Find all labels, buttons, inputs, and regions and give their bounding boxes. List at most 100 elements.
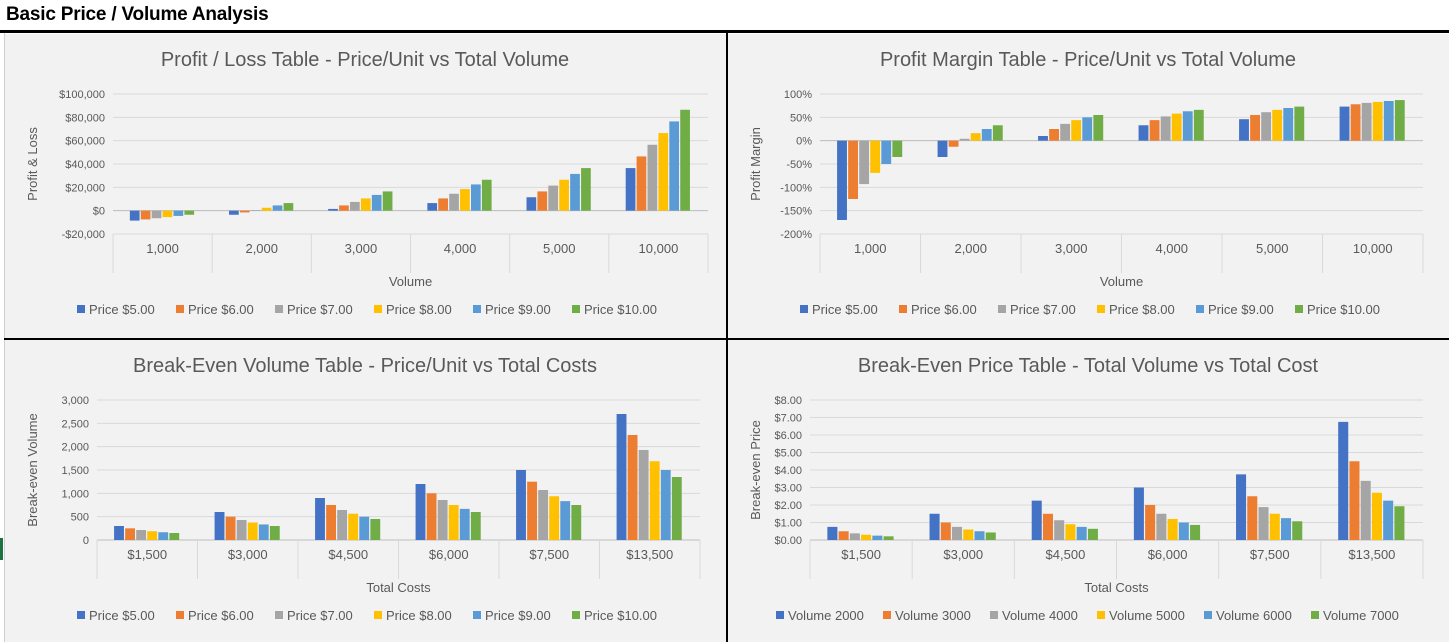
y-tick-label: -50%	[786, 159, 812, 171]
chart-profit-loss[interactable]: Profit / Loss Table - Price/Unit vs Tota…	[5, 34, 726, 338]
x-tick-label: 10,000	[1353, 241, 1393, 256]
legend-label: Price $5.00	[812, 302, 878, 317]
bar-3-4	[559, 179, 569, 211]
legend-label: Volume 5000	[1109, 608, 1185, 623]
y-tick-label: 2,500	[61, 418, 89, 430]
bar-0-1	[214, 512, 225, 540]
bar-1-2	[339, 205, 349, 211]
bar-1-4	[1247, 496, 1258, 540]
bar-5-5	[1394, 100, 1405, 141]
bar-4-1	[258, 524, 269, 540]
bar-4-0	[158, 532, 169, 540]
bar-4-1	[272, 205, 283, 211]
vertical-divider	[726, 33, 728, 642]
legend-swatch	[275, 305, 283, 313]
bar-1-0	[848, 140, 858, 199]
bar-1-1	[239, 210, 250, 213]
bar-4-5	[669, 121, 680, 211]
page-title: Basic Price / Volume Analysis	[6, 4, 269, 25]
bar-4-2	[359, 516, 370, 540]
bar-2-5	[647, 144, 658, 211]
x-tick-label: 1,000	[146, 241, 179, 256]
x-tick-label: $1,500	[127, 547, 167, 562]
x-tick-label: 3,000	[1055, 241, 1088, 256]
legend-swatch	[800, 305, 808, 313]
bar-3-3	[1167, 519, 1178, 540]
x-tick-label: $6,000	[429, 547, 469, 562]
x-tick-label: 1,000	[854, 241, 887, 256]
bar-5-4	[571, 505, 582, 540]
bar-0-5	[625, 168, 636, 211]
bar-2-4	[1258, 507, 1269, 540]
y-tick-label: 500	[71, 512, 89, 524]
bar-5-1	[269, 526, 280, 540]
bar-4-5	[660, 470, 671, 540]
bar-4-2	[1082, 117, 1093, 141]
bar-3-0	[147, 531, 158, 540]
bar-3-1	[970, 133, 981, 141]
y-tick-label: 0%	[796, 136, 812, 148]
y-tick-label: -200%	[780, 229, 812, 241]
bar-3-4	[1269, 513, 1280, 540]
legend-label: Volume 3000	[895, 608, 971, 623]
bar-5-5	[1394, 506, 1405, 540]
legend-label: Price $10.00	[584, 302, 657, 317]
bar-5-2	[370, 519, 381, 540]
y-axis-title: Break-even Price	[748, 420, 763, 520]
bar-4-0	[872, 535, 883, 541]
chart-break-even-price[interactable]: Break-Even Price Table - Total Volume vs…	[728, 340, 1449, 642]
legend-swatch	[374, 305, 382, 313]
bar-5-0	[883, 536, 894, 540]
legend-swatch	[473, 305, 481, 313]
bar-3-2	[1071, 120, 1082, 141]
legend-swatch	[899, 305, 907, 313]
bar-3-0	[870, 140, 881, 173]
x-tick-label: 5,000	[543, 241, 576, 256]
bar-2-3	[1156, 513, 1167, 540]
bar-0-1	[937, 140, 948, 157]
legend-swatch	[1295, 305, 1303, 313]
bar-0-2	[315, 498, 325, 540]
legend-swatch	[990, 611, 998, 619]
bar-1-3	[438, 198, 448, 211]
y-tick-label: $2.00	[774, 500, 802, 512]
bar-4-3	[1182, 111, 1193, 141]
y-tick-label: -100%	[780, 182, 812, 194]
legend-swatch	[1097, 611, 1105, 619]
bar-4-5	[1383, 101, 1394, 141]
bar-0-0	[114, 526, 124, 540]
bar-1-3	[1145, 505, 1156, 540]
y-tick-label: $100,000	[59, 89, 105, 101]
x-tick-label: $4,500	[1046, 547, 1086, 562]
chart-profit-margin-svg: Profit Margin Table - Price/Unit vs Tota…	[748, 49, 1424, 317]
legend-label: Price $7.00	[1010, 302, 1076, 317]
bar-3-3	[448, 505, 459, 540]
bar-0-3	[1138, 125, 1149, 141]
x-tick-label: $1,500	[841, 547, 881, 562]
bar-3-0	[861, 534, 872, 540]
bar-2-2	[350, 201, 360, 211]
bar-2-2	[1054, 520, 1065, 540]
bar-5-3	[470, 512, 481, 540]
bar-3-5	[1371, 492, 1382, 540]
legend-label: Price $5.00	[89, 302, 155, 317]
legend-swatch	[998, 305, 1006, 313]
chart-profit-margin[interactable]: Profit Margin Table - Price/Unit vs Tota…	[728, 34, 1449, 338]
bar-1-0	[838, 531, 849, 540]
bar-4-0	[881, 140, 892, 164]
chart-break-even-volume[interactable]: Break-Even Volume Table - Price/Unit vs …	[5, 340, 726, 642]
legend-swatch	[176, 611, 184, 619]
y-tick-label: $8.00	[774, 395, 802, 407]
bar-3-4	[1272, 109, 1283, 141]
legend-swatch	[374, 611, 382, 619]
bar-2-1	[236, 519, 247, 540]
bar-1-3	[1149, 120, 1160, 141]
legend-label: Price $7.00	[287, 302, 353, 317]
y-tick-label: $1.00	[774, 518, 802, 530]
bar-1-1	[940, 522, 951, 540]
y-tick-label: -150%	[780, 206, 812, 218]
bar-5-2	[1087, 528, 1098, 540]
bar-2-0	[859, 140, 870, 185]
row-selection-marker	[0, 538, 3, 560]
bar-2-5	[1360, 480, 1371, 540]
